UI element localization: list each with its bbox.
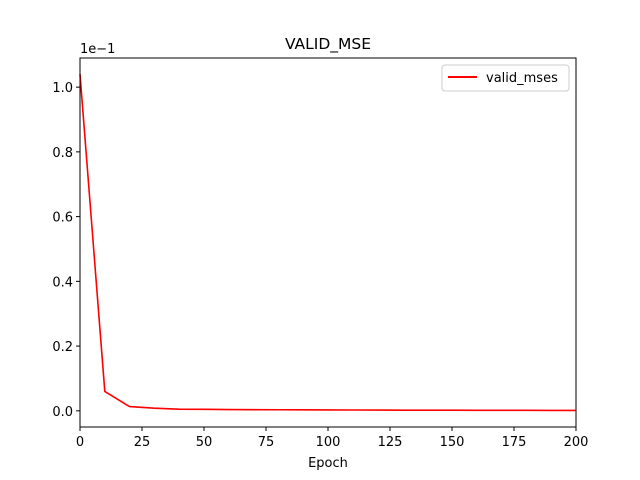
x-tick-label: 200 (564, 435, 589, 450)
y-tick-label: 0.4 (52, 275, 73, 290)
y-tick-label: 0.6 (52, 211, 73, 226)
plot-area (79, 74, 577, 412)
x-tick-label: 0 (76, 435, 84, 450)
legend-box (441, 64, 570, 92)
x-axis-label: Epoch (308, 456, 348, 471)
y-axis: 0.0 0.2 0.4 0.6 0.8 1.0 (52, 81, 80, 420)
y-tick-label: 1.0 (52, 81, 73, 96)
x-tick-label: 150 (440, 435, 465, 450)
y-axis-scale-label: 1e−1 (80, 42, 115, 57)
legend: valid_mses (441, 64, 570, 92)
x-tick-label: 25 (134, 435, 151, 450)
x-tick-label: 75 (258, 435, 275, 450)
y-tick-label: 0.8 (52, 146, 73, 161)
chart-title: VALID_MSE (285, 35, 371, 54)
x-tick-label: 125 (378, 435, 403, 450)
x-tick-label: 100 (316, 435, 341, 450)
series-line-valid-mses (79, 74, 577, 412)
x-tick-label: 50 (196, 435, 213, 450)
y-tick-label: 0.2 (52, 340, 73, 355)
y-tick-label: 0.0 (52, 405, 73, 420)
x-tick-label: 175 (502, 435, 527, 450)
x-axis: 0 25 50 75 100 125 150 175 200 (76, 427, 589, 450)
legend-label-valid-mses: valid_mses (486, 71, 558, 86)
